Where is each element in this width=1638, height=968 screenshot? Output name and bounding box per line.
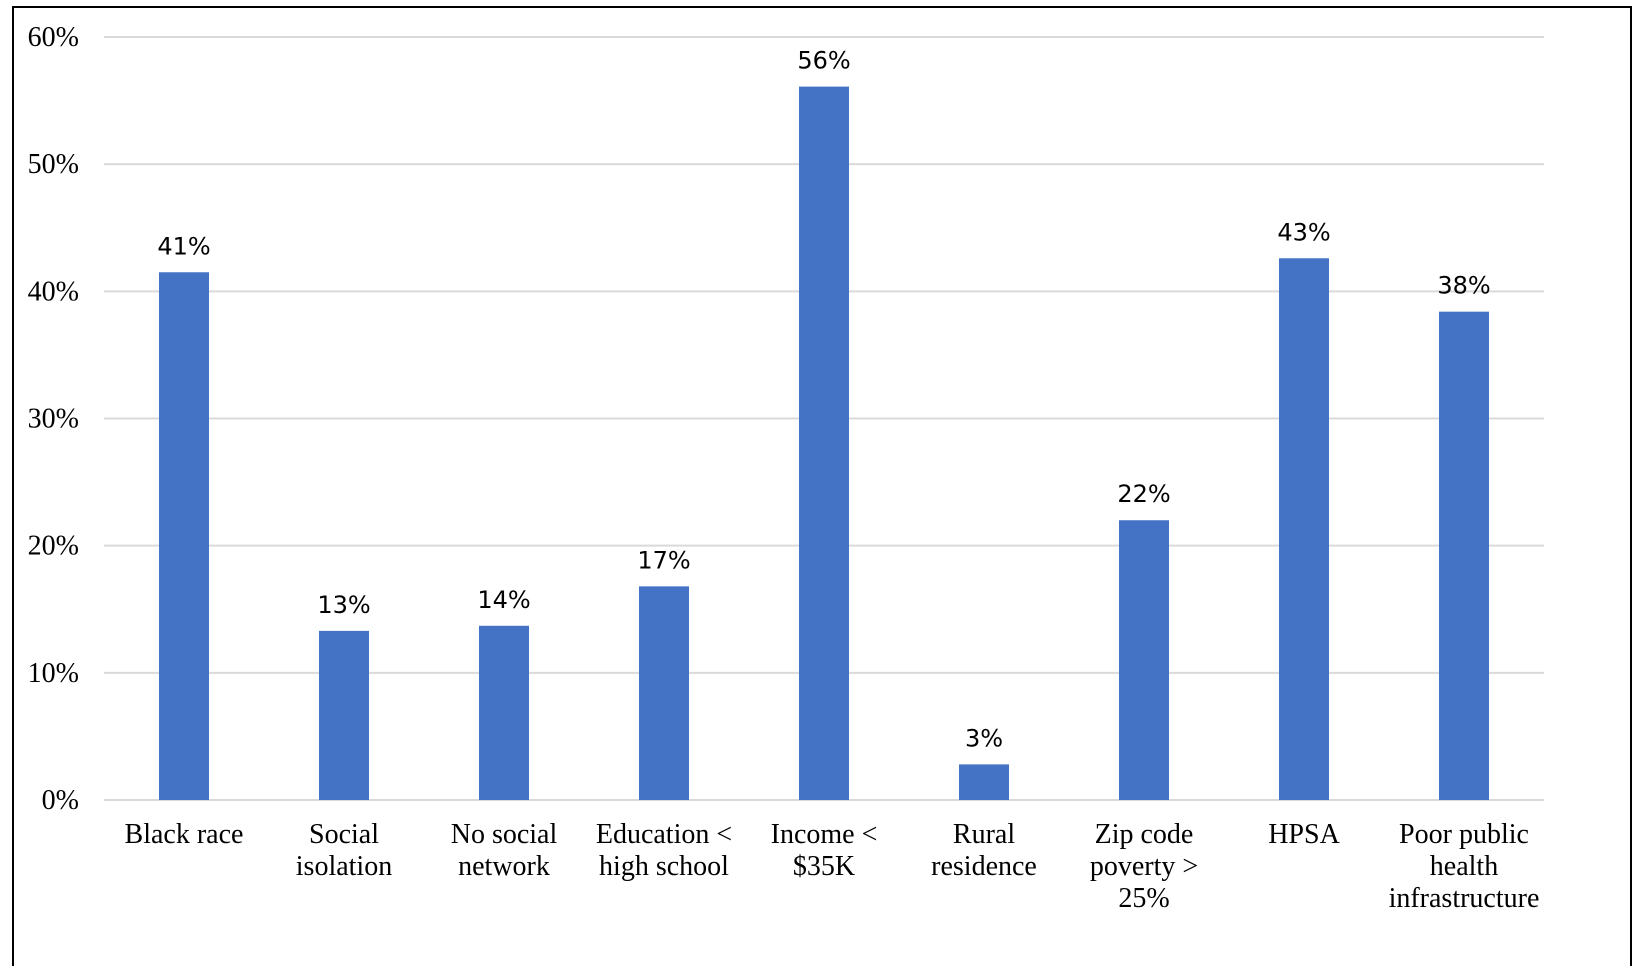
bar	[159, 272, 209, 801]
category-label-line: infrastructure	[1389, 883, 1540, 914]
data-label: 3%	[965, 724, 1003, 752]
category-label-line: Poor public	[1399, 819, 1529, 850]
bar	[319, 630, 369, 800]
y-axis-tick-labels: 0% 10% 20% 30% 40% 50% 60%	[28, 22, 79, 816]
category-label-line: No social	[451, 819, 558, 850]
bars	[159, 86, 1489, 801]
category-label: Income <$35K	[771, 819, 878, 882]
category-label-line: Black race	[125, 819, 244, 850]
bar-chart: 0% 10% 20% 30% 40% 50% 60% 41% 13% 14% 17% 56% 3% 22…	[28, 22, 1544, 914]
data-label: 14%	[477, 586, 530, 614]
bar	[1279, 258, 1329, 800]
y-tick-label: 40%	[28, 276, 79, 307]
data-label: 43%	[1277, 218, 1330, 246]
bar	[479, 625, 529, 800]
bar	[799, 86, 849, 801]
category-label-line: $35K	[793, 851, 855, 882]
category-label-line: isolation	[296, 851, 392, 882]
category-label-line: Income <	[771, 819, 878, 850]
bar	[1439, 311, 1489, 800]
category-label-line: high school	[599, 851, 729, 882]
category-label-line: network	[458, 851, 550, 882]
category-label: Education <high school	[596, 819, 732, 882]
data-label: 13%	[317, 591, 370, 619]
category-label-line: 25%	[1118, 883, 1169, 914]
data-label: 22%	[1117, 480, 1170, 508]
bar	[959, 764, 1009, 800]
category-label-line: Zip code	[1095, 819, 1194, 850]
category-label-line: health	[1430, 851, 1498, 882]
bar	[639, 586, 689, 800]
category-label-line: Education <	[596, 819, 732, 850]
y-tick-label: 50%	[28, 149, 79, 180]
category-label: Black race	[125, 819, 244, 850]
category-label-line: Social	[309, 819, 379, 850]
category-label: HPSA	[1268, 819, 1340, 850]
data-label: 41%	[157, 232, 210, 260]
category-label-line: HPSA	[1268, 819, 1340, 850]
bar	[1119, 520, 1169, 800]
category-label-line: residence	[931, 851, 1037, 882]
chart-frame: 0% 10% 20% 30% 40% 50% 60% 41% 13% 14% 17% 56% 3% 22…	[12, 6, 1632, 966]
y-tick-label: 30%	[28, 404, 79, 435]
y-tick-label: 60%	[28, 22, 79, 53]
y-tick-label: 20%	[28, 531, 79, 562]
y-tick-label: 0%	[42, 785, 79, 816]
category-label-line: Rural	[953, 819, 1015, 850]
data-label: 38%	[1437, 272, 1490, 300]
y-tick-label: 10%	[28, 658, 79, 689]
data-label: 56%	[797, 47, 850, 75]
category-label-line: poverty >	[1090, 851, 1198, 882]
data-labels: 41% 13% 14% 17% 56% 3% 22% 43% 38%	[157, 47, 1490, 753]
data-label: 17%	[637, 546, 690, 574]
